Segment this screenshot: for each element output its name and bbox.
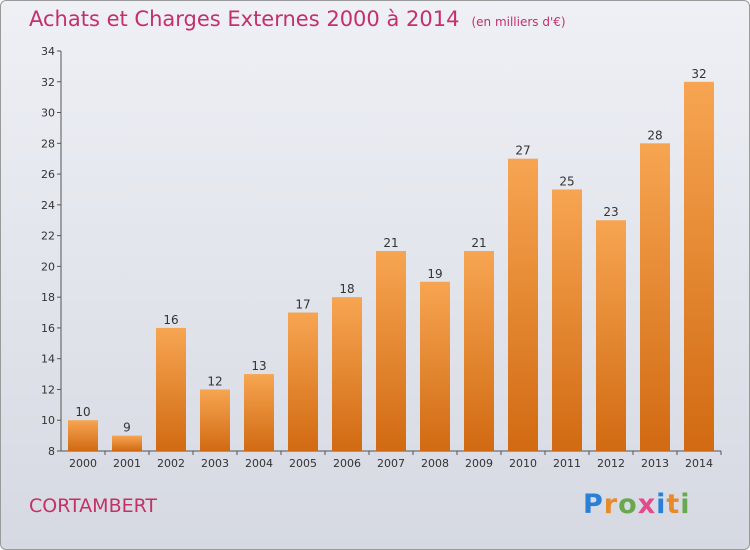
bar (464, 251, 494, 451)
chart-title-block: Achats et Charges Externes 2000 à 2014 (e… (29, 7, 566, 31)
x-tick-label: 2009 (465, 457, 493, 470)
y-tick-label: 26 (41, 168, 55, 181)
bar-value-label: 23 (603, 205, 618, 219)
bar-value-label: 25 (559, 174, 574, 188)
bar (596, 220, 626, 451)
bar (332, 297, 362, 451)
logo-letter: r (603, 489, 619, 520)
bar-value-label: 32 (691, 67, 706, 81)
bar (508, 158, 538, 451)
bar (376, 251, 406, 451)
x-tick-label: 2005 (289, 457, 317, 470)
logo-letter: i (680, 489, 691, 520)
y-tick-label: 14 (41, 353, 55, 366)
y-tick-label: 28 (41, 137, 55, 150)
bar (288, 312, 318, 451)
x-tick-label: 2002 (157, 457, 185, 470)
x-tick-label: 2004 (245, 457, 273, 470)
chart-axes: 8 10 12 14 16 18 20 22 24 26 28 30 32 34 2000 2001 2002 2… (41, 45, 722, 470)
logo-letter: t (666, 489, 681, 520)
x-tick-label: 2008 (421, 457, 449, 470)
bar-value-label: 9 (123, 421, 131, 435)
x-tick-label: 2013 (641, 457, 669, 470)
y-tick-label: 16 (41, 322, 55, 335)
bar (640, 143, 670, 452)
x-tick-label: 2003 (201, 457, 229, 470)
bar (112, 435, 142, 451)
logo-letter: P (583, 489, 604, 520)
bar (68, 420, 98, 451)
commune-name: CORTAMBERT (29, 495, 158, 517)
y-tick-label: 32 (41, 76, 55, 89)
y-tick-label: 8 (48, 445, 55, 458)
x-tick-label: 2011 (553, 457, 581, 470)
bar (684, 81, 714, 452)
bar (156, 327, 186, 451)
chart-value-labels: 10 9 16 12 13 17 18 21 19 21 27 25 23 28 32 (75, 67, 706, 435)
logo-letter: i (656, 489, 667, 520)
x-tick-label: 2006 (333, 457, 361, 470)
bar-value-label: 10 (75, 405, 90, 419)
y-tick-label: 20 (41, 260, 55, 273)
bar-value-label: 21 (383, 236, 398, 250)
proxiti-logo[interactable]: Proxiti (583, 489, 691, 520)
x-tick-label: 2010 (509, 457, 537, 470)
bar-value-label: 12 (207, 374, 222, 388)
bar-value-label: 28 (647, 128, 662, 142)
bar-value-label: 19 (427, 267, 442, 281)
y-tick-label: 10 (41, 414, 55, 427)
bar (552, 189, 582, 451)
bar-value-label: 16 (163, 313, 178, 327)
y-tick-label: 22 (41, 230, 55, 243)
y-tick-label: 12 (41, 383, 55, 396)
bar-value-label: 13 (251, 359, 266, 373)
chart-title: Achats et Charges Externes 2000 à 2014 (29, 7, 460, 31)
x-tick-label: 2007 (377, 457, 405, 470)
y-tick-label: 30 (41, 107, 55, 120)
y-tick-label: 24 (41, 199, 55, 212)
x-tick-label: 2012 (597, 457, 625, 470)
bar-value-label: 17 (295, 298, 310, 312)
bar-value-label: 18 (339, 282, 354, 296)
x-tick-label: 2001 (113, 457, 141, 470)
x-tick-label: 2000 (69, 457, 97, 470)
chart-bars (68, 81, 714, 452)
bar-value-label: 27 (515, 144, 530, 158)
bar (420, 281, 450, 451)
y-tick-label: 18 (41, 291, 55, 304)
x-tick-label: 2014 (685, 457, 713, 470)
bar (244, 374, 274, 451)
logo-letter: o (618, 489, 638, 520)
chart-unit: (en milliers d'€) (471, 15, 566, 29)
y-tick-label: 34 (41, 45, 55, 58)
logo-letter: x (637, 489, 657, 520)
bar (200, 389, 230, 451)
bar-value-label: 21 (471, 236, 486, 250)
